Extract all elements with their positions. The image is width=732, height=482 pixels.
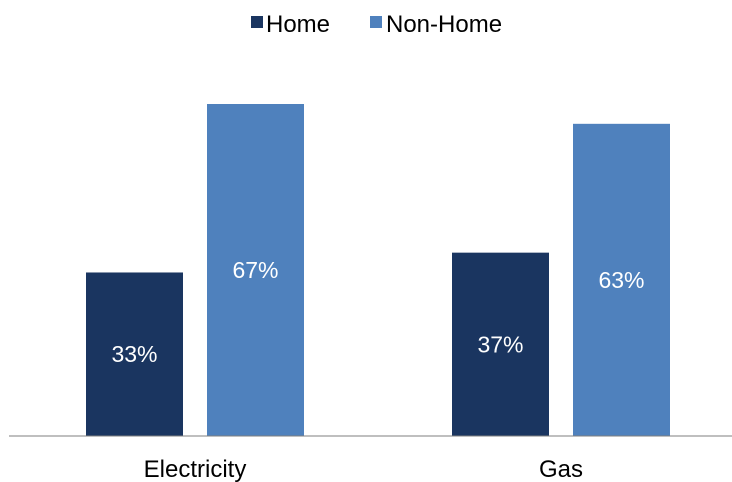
legend-label-non-home: Non-Home xyxy=(386,11,502,38)
legend-label-home: Home xyxy=(266,11,330,38)
x-tick-label-electricity: Electricity xyxy=(144,456,247,482)
x-tick-label-gas: Gas xyxy=(539,456,583,482)
legend-swatch-non-home xyxy=(370,16,382,28)
legend: Home Non-Home xyxy=(251,11,502,38)
bar-gas-non-home xyxy=(573,123,670,436)
legend-swatch-home xyxy=(251,16,263,28)
legend-item-home: Home xyxy=(251,11,330,38)
data-label-electricity-non-home: 67% xyxy=(232,257,278,283)
bar-electricity-home xyxy=(86,272,183,436)
data-label-gas-home: 37% xyxy=(477,331,523,357)
bar-electricity-non-home xyxy=(207,104,304,436)
data-labels: 33% 67% 37% 63% xyxy=(111,257,644,367)
bars xyxy=(86,104,670,436)
data-label-electricity-home: 33% xyxy=(111,341,157,367)
bar-gas-home xyxy=(452,252,549,436)
x-tick-labels: Electricity Gas xyxy=(144,456,583,482)
legend-item-non-home: Non-Home xyxy=(370,11,502,38)
data-label-gas-non-home: 63% xyxy=(598,267,644,293)
